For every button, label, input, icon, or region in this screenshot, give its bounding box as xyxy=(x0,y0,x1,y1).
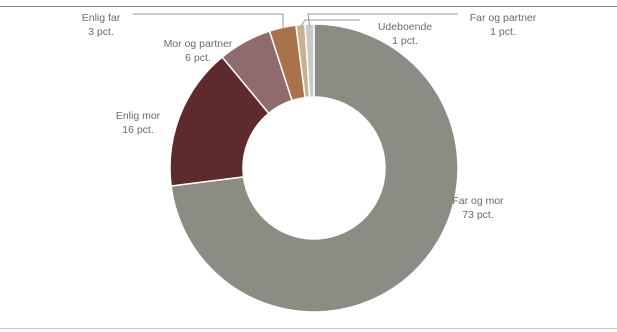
slice-name-label: Enlig far xyxy=(82,12,121,24)
slice-value-label: 3 pct. xyxy=(88,26,114,38)
slice-value-label: 6 pct. xyxy=(185,52,211,64)
slice-value-label: 1 pct. xyxy=(490,26,516,38)
slice-name-label: Far og partner xyxy=(470,12,537,24)
slice-name-label: Enlig mor xyxy=(116,110,161,122)
slice-value-label: 1 pct. xyxy=(392,35,418,47)
leader-line xyxy=(300,19,360,27)
leader-lines xyxy=(133,13,458,30)
slice-far-og-partner xyxy=(304,23,315,98)
leader-line xyxy=(133,13,284,30)
slice-value-label: 16 pct. xyxy=(122,124,154,136)
leader-line xyxy=(307,13,458,27)
slice-name-label: Mor og partner xyxy=(164,38,233,50)
slices xyxy=(169,23,459,313)
slice-value-label: 73 pct. xyxy=(462,209,494,221)
slice-name-label: Far og mor xyxy=(452,195,504,207)
slice-name-label: Udeboende xyxy=(378,21,432,33)
slice-far-og-mor xyxy=(170,23,459,313)
